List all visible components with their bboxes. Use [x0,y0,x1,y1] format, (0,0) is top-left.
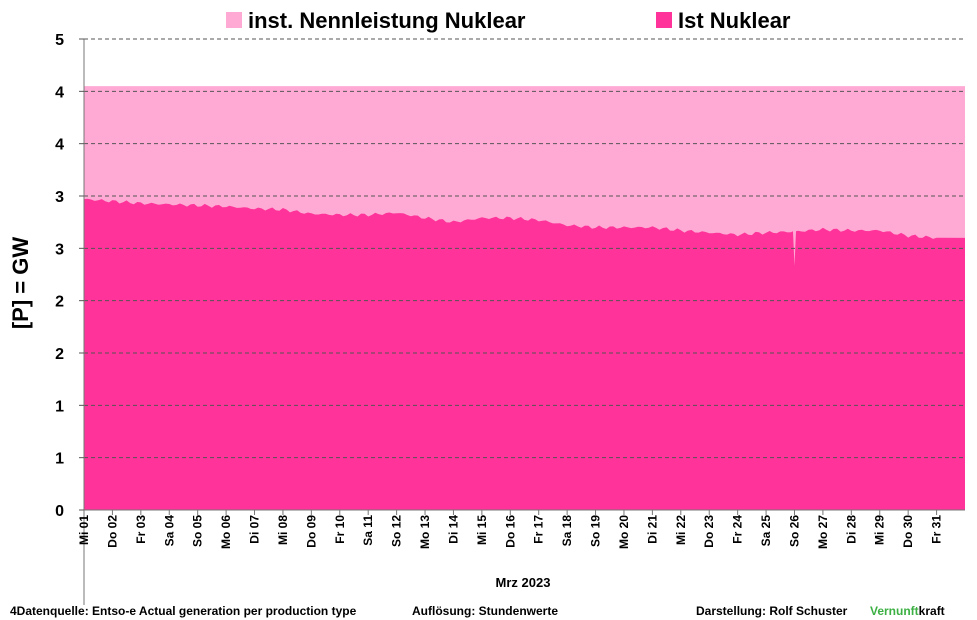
x-tick-label: So 26 [788,515,802,547]
x-tick-label: Do 16 [503,515,517,548]
x-tick-label: Mi 01 [77,515,91,545]
x-axis-title: Mrz 2023 [496,575,551,590]
footer-source: 4Datenquelle: Entso-e Actual generation … [10,604,357,618]
y-tick-label: 1 [55,398,64,415]
x-tick-label: Mi 15 [475,515,489,545]
x-tick-label: Mo 27 [816,515,830,549]
brand-vernunft: Vernunft [870,604,919,618]
y-tick-label: 0 [55,503,64,520]
x-tick-label: Do 09 [304,515,318,548]
x-tick-label: Mo 13 [418,515,432,549]
x-tick-label: So 19 [589,515,603,547]
x-tick-label: Do 02 [105,515,119,548]
x-tick-label: Fr 10 [333,515,347,544]
y-axis-title: [P] = GW [8,237,33,330]
x-tick-label: So 05 [191,515,205,547]
x-tick-label: Mi 29 [873,515,887,545]
x-tick-label: Mo 20 [617,515,631,549]
legend-swatch-actual [656,12,672,28]
area-actual-nuclear [84,198,965,510]
x-tick-label: Fr 31 [930,515,944,544]
footer-brand: Vernunftkraft [870,604,945,618]
x-tick-label: Di 07 [248,515,262,544]
y-tick-label: 3 [55,189,64,206]
x-tick-label: Di 14 [447,515,461,544]
y-tick-label: 1 [55,451,64,468]
y-tick-label: 4 [55,84,64,101]
x-tick-label: Do 23 [702,515,716,548]
x-tick-label: Di 21 [645,515,659,544]
x-tick-label: Fr 03 [134,515,148,544]
legend-label-installed: inst. Nennleistung Nuklear [248,8,526,33]
brand-kraft: kraft [918,604,945,618]
x-tick-label: Mi 22 [674,515,688,545]
x-tick-label: Sa 04 [162,515,176,547]
y-tick-label: 4 [55,137,64,154]
legend-swatch-installed [226,12,242,28]
y-tick-label: 2 [55,294,64,311]
y-tick-label: 5 [55,32,64,49]
x-tick-label: Mi 08 [276,515,290,545]
x-tick-label: Mo 06 [219,515,233,549]
x-tick-label: Sa 18 [560,515,574,547]
x-tick-label: Di 28 [844,515,858,544]
y-tick-label: 3 [55,241,64,258]
x-tick-label: So 12 [390,515,404,547]
x-tick-label: Do 30 [901,515,915,548]
legend-label-actual: Ist Nuklear [678,8,791,33]
y-tick-label: 2 [55,346,64,363]
footer-author: Darstellung: Rolf Schuster [696,604,848,618]
x-tick-label: Fr 24 [731,515,745,544]
x-tick-label: Sa 25 [759,515,773,547]
x-tick-label: Sa 11 [361,515,375,546]
footer-resolution: Auflösung: Stundenwerte [412,604,558,618]
x-tick-label: Fr 17 [532,515,546,544]
